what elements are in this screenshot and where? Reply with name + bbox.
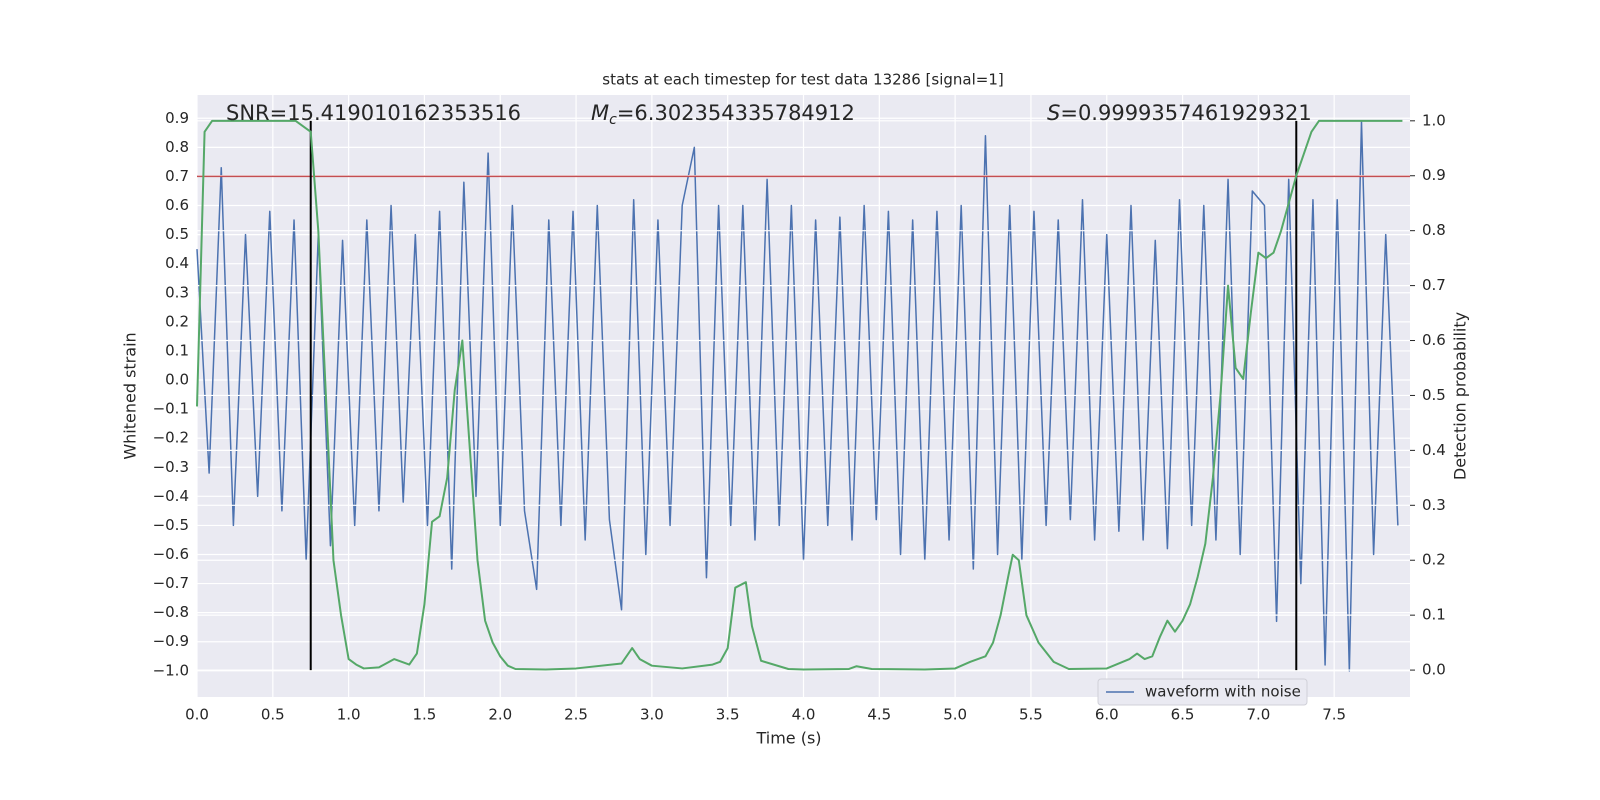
x-tick-label: 5.0 (943, 706, 967, 724)
y-tick-label: −1.0 (153, 661, 189, 679)
y-tick-label: −0.3 (153, 458, 189, 476)
annotation: Mc=6.302354335784912 (591, 101, 855, 128)
y2-tick-label: 0.8 (1422, 221, 1446, 239)
y2-tick-label: 0.1 (1422, 606, 1446, 624)
series-line (196, 119, 1403, 671)
y2-axis-label: Detection probability (1451, 312, 1470, 480)
x-tick-label: 6.0 (1095, 706, 1119, 724)
y-tick-label: 0.0 (165, 371, 189, 389)
annotation: S=0.9999357461929321 (1047, 101, 1312, 125)
y2-tick-label: 0.2 (1422, 551, 1446, 569)
x-tick-label: 7.5 (1322, 706, 1346, 724)
annotation-text: =0.9999357461929321 (1060, 101, 1311, 125)
y-tick-label: −0.1 (153, 400, 189, 418)
y2-tick-label: 1.0 (1422, 111, 1446, 129)
x-tick-label: 3.5 (716, 706, 740, 724)
x-tick-label: 1.5 (413, 706, 437, 724)
x-tick-label: 4.5 (867, 706, 891, 724)
y-tick-label: −0.7 (153, 574, 189, 592)
x-tick-label: 0.0 (185, 706, 209, 724)
y2-tick-label: 0.0 (1422, 661, 1446, 679)
y-tick-label: 0.6 (165, 196, 189, 214)
series-line (196, 120, 1399, 672)
x-tick-label: 2.0 (488, 706, 512, 724)
y-tick-label: −0.8 (153, 603, 189, 621)
y2-tick-label: 0.9 (1422, 166, 1446, 184)
x-tick-label: 4.0 (792, 706, 816, 724)
y-tick-label: 0.5 (165, 225, 189, 243)
y2-tick-label: 0.6 (1422, 331, 1446, 349)
x-tick-label: 0.5 (261, 706, 285, 724)
y-tick-label: −0.6 (153, 545, 189, 563)
y2-tick-label: 0.4 (1422, 441, 1446, 459)
x-tick-label: 7.0 (1246, 706, 1270, 724)
annotation-text: SNR=15.419010162353516 (226, 101, 521, 125)
y-tick-label: 0.1 (165, 341, 189, 359)
y-tick-label: −0.9 (153, 632, 189, 650)
y2-tick-label: 0.5 (1422, 386, 1446, 404)
x-tick-label: 1.0 (337, 706, 361, 724)
x-tick-label: 5.5 (1019, 706, 1043, 724)
y-axis-label: Whitened strain (121, 332, 140, 459)
x-tick-label: 2.5 (564, 706, 588, 724)
y-tick-label: 0.8 (165, 138, 189, 156)
annotation-symbol: M (591, 101, 609, 125)
x-tick-label: 3.0 (640, 706, 664, 724)
x-tick-label: 6.5 (1171, 706, 1195, 724)
legend-box (1097, 678, 1308, 706)
annotation: SNR=15.419010162353516 (226, 101, 521, 125)
annotation-subscript: c (609, 112, 617, 128)
annotation-text: =6.302354335784912 (617, 101, 855, 125)
y-tick-label: 0.9 (165, 109, 189, 127)
y-tick-label: −0.4 (153, 487, 189, 505)
chart-title: stats at each timestep for test data 132… (602, 71, 1003, 89)
y-tick-label: 0.2 (165, 312, 189, 330)
y-tick-label: 0.7 (165, 167, 189, 185)
y-tick-label: 0.4 (165, 254, 189, 272)
y-tick-label: 0.3 (165, 283, 189, 301)
y2-tick-label: 0.7 (1422, 276, 1446, 294)
y-tick-label: −0.2 (153, 429, 189, 447)
x-axis-label: Time (s) (755, 729, 821, 748)
annotation-symbol: S (1047, 101, 1060, 125)
y-tick-label: −0.5 (153, 516, 189, 534)
legend-label: waveform with noise (1145, 683, 1301, 701)
y2-tick-label: 0.3 (1422, 496, 1446, 514)
